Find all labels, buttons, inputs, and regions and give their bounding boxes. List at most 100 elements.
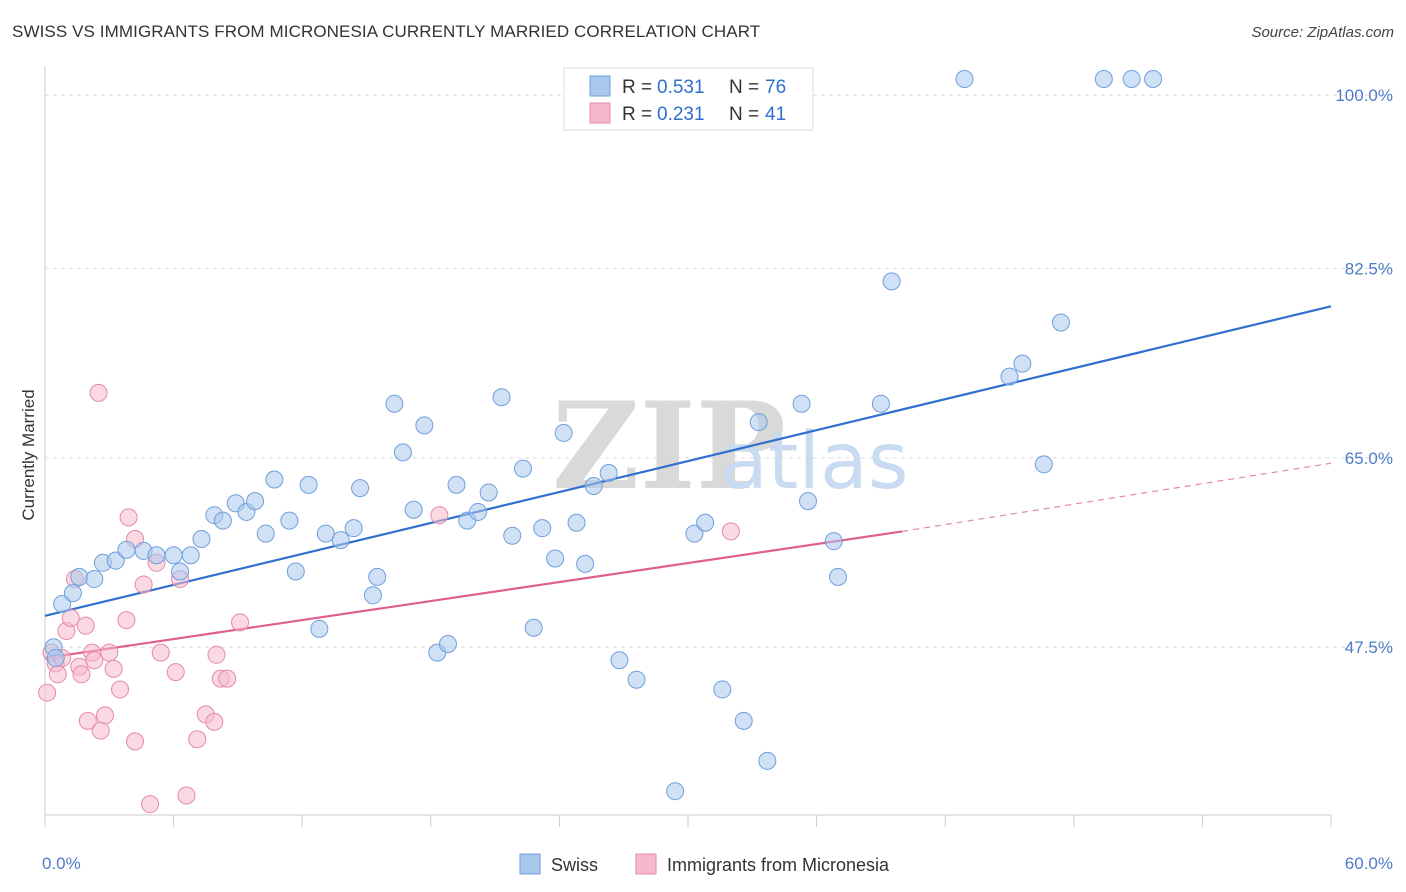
point-micronesia <box>134 575 153 594</box>
y-tick-label: 47.5% <box>1345 638 1393 657</box>
point-swiss <box>554 423 573 442</box>
point-micronesia <box>78 711 97 730</box>
chart-title: SWISS VS IMMIGRANTS FROM MICRONESIA CURR… <box>12 22 761 41</box>
point-swiss <box>368 567 387 586</box>
point-swiss <box>265 470 284 489</box>
point-swiss <box>824 532 843 551</box>
trend-line-micronesia <box>44 530 903 660</box>
point-swiss <box>385 394 404 413</box>
point-swiss <box>363 586 382 605</box>
legend-n-label: N = <box>729 104 759 125</box>
point-swiss <box>316 524 335 543</box>
point-swiss <box>1094 70 1113 88</box>
point-swiss <box>299 475 318 494</box>
point-micronesia <box>207 645 226 664</box>
tick-labels: 47.5% 65.0% 82.5% 100.0% 0.0% 60.0% <box>42 86 1393 873</box>
point-swiss <box>117 540 136 559</box>
point-swiss <box>171 562 190 581</box>
point-micronesia <box>141 795 160 814</box>
point-micronesia <box>85 651 104 670</box>
point-micronesia <box>100 643 119 662</box>
point-swiss <box>882 272 901 291</box>
point-swiss <box>1122 70 1141 88</box>
point-swiss <box>799 492 818 511</box>
grid-lines <box>45 94 1392 648</box>
point-micronesia <box>117 611 136 630</box>
y-tick-label: 65.0% <box>1345 449 1393 468</box>
y-tick-label: 100.0% <box>1335 86 1393 105</box>
point-swiss <box>829 567 848 586</box>
point-swiss <box>280 511 299 530</box>
point-swiss <box>758 751 777 770</box>
legend-n-label: N = <box>729 77 759 98</box>
point-swiss <box>734 711 753 730</box>
legend-swatch-swiss <box>519 853 541 875</box>
legend-label-swiss: Swiss <box>551 855 598 875</box>
point-swiss <box>351 479 370 498</box>
point-swiss <box>310 619 329 638</box>
point-swiss <box>438 634 457 653</box>
point-swiss <box>1000 367 1019 386</box>
point-swiss <box>85 570 104 589</box>
point-micronesia <box>177 786 196 805</box>
legend-bottom: Swiss Immigrants from Micronesia <box>519 853 890 875</box>
point-swiss <box>447 475 466 494</box>
point-swiss <box>1144 70 1163 88</box>
point-swiss <box>106 551 125 570</box>
point-swiss <box>871 394 890 413</box>
point-swiss <box>192 530 211 548</box>
trend-line-micronesia-extension <box>902 462 1332 533</box>
legend-top: R = 0.531 N = 76 R = 0.231 N = 41 <box>563 67 814 131</box>
point-swiss <box>584 476 603 495</box>
point-swiss <box>599 463 618 482</box>
point-swiss <box>685 524 704 543</box>
point-micronesia <box>89 383 108 402</box>
point-swiss <box>513 459 532 478</box>
point-swiss <box>246 492 265 511</box>
point-micronesia <box>205 712 224 731</box>
y-axis-label: Currently Married <box>19 389 38 520</box>
point-swiss <box>533 519 552 538</box>
point-swiss <box>53 594 72 613</box>
point-swiss <box>70 567 89 586</box>
legend-r-label: R = <box>622 104 652 125</box>
legend-swatch-micronesia <box>635 853 657 875</box>
point-micronesia <box>111 680 130 699</box>
point-swiss <box>524 618 543 637</box>
trend-line-swiss <box>44 305 1332 617</box>
point-swiss <box>546 549 565 568</box>
source-label: Source: ZipAtlas.com <box>1251 24 1394 41</box>
point-swiss <box>749 413 768 432</box>
legend-r-label: R = <box>622 77 652 98</box>
legend-r-value: 0.231 <box>657 104 705 125</box>
trend-lines <box>44 305 1332 660</box>
point-swiss <box>393 443 412 462</box>
point-micronesia <box>188 730 207 749</box>
point-micronesia <box>91 721 110 740</box>
point-micronesia <box>151 643 170 662</box>
point-micronesia <box>721 522 740 541</box>
point-swiss <box>1013 354 1032 373</box>
point-micronesia <box>430 506 449 525</box>
point-swiss <box>713 680 732 699</box>
legend-label-micronesia: Immigrants from Micronesia <box>667 855 890 875</box>
legend-r-value: 0.531 <box>657 77 705 98</box>
point-micronesia <box>218 669 237 688</box>
point-micronesia <box>61 609 80 628</box>
point-micronesia <box>96 706 115 725</box>
point-swiss <box>503 526 522 545</box>
legend-swatch-swiss <box>589 75 611 97</box>
legend-n-value: 76 <box>765 77 786 98</box>
x-tick-label: 60.0% <box>1345 854 1393 873</box>
point-micronesia <box>126 732 145 751</box>
point-micronesia <box>72 665 91 684</box>
point-swiss <box>627 670 646 689</box>
point-swiss <box>666 782 685 801</box>
point-swiss <box>1034 455 1053 474</box>
point-swiss <box>331 531 350 550</box>
point-swiss <box>46 649 65 668</box>
point-swiss <box>256 524 275 543</box>
x-tick-label: 0.0% <box>42 854 81 873</box>
point-swiss <box>181 546 200 565</box>
point-micronesia <box>119 508 138 527</box>
